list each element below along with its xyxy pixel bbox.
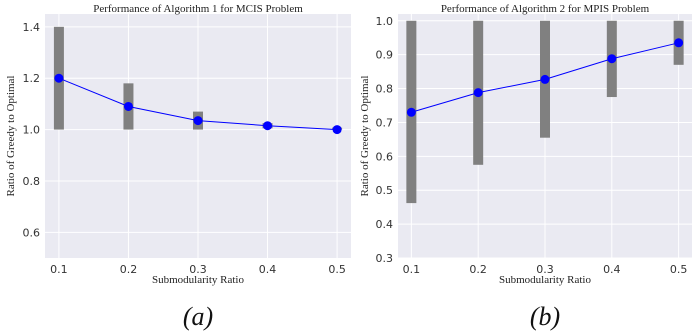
y-axis-label: Ratio of Greedy to Optimal	[5, 76, 17, 197]
ticks: 0.1 0.2 0.3 0.4 0.5 0.6 0.8 1.0 1.2 1.4	[23, 21, 346, 276]
y-tick-label: 0.4	[376, 218, 394, 231]
chart-title: Performance of Algorithm 2 for MPIS Prob…	[441, 3, 650, 15]
marks	[53, 26, 343, 135]
x-axis-label: Submodularity Ratio	[152, 274, 244, 286]
x-tick-label: 0.5	[670, 263, 688, 276]
y-tick-label: 1.4	[23, 21, 41, 34]
mean-point	[540, 74, 550, 84]
y-tick-label: 1.0	[23, 124, 41, 137]
x-tick-label: 0.5	[328, 263, 346, 276]
chart-b: 0.1 0.2 0.3 0.4 0.50.30.40.50.60.70.80.91.0 …	[359, 3, 692, 331]
mean-point	[193, 116, 203, 126]
x-tick-label: 0.4	[259, 263, 277, 276]
mean-point	[406, 107, 416, 117]
y-tick-label: 0.5	[376, 184, 394, 197]
y-tick-label: 0.7	[376, 116, 394, 129]
chart-a: 0.1 0.2 0.3 0.4 0.5 0.6 0.8 1.0 1.2 1.4 Performan…	[5, 3, 351, 331]
y-tick-label: 0.9	[376, 49, 394, 62]
panel-label: (a)	[183, 302, 213, 331]
grid	[45, 14, 351, 258]
mean-point	[473, 88, 483, 98]
y-tick-label: 0.6	[23, 226, 41, 239]
panel-label: (b)	[530, 302, 560, 331]
x-tick-label: 0.1	[50, 263, 68, 276]
y-axis-label: Ratio of Greedy to Optimal	[359, 76, 371, 197]
y-tick-label: 0.6	[376, 150, 394, 163]
y-tick-label: 0.8	[23, 175, 41, 188]
x-tick-label: 0.1	[403, 263, 421, 276]
mean-point	[123, 101, 133, 111]
y-tick-label: 0.8	[376, 83, 394, 96]
y-tick-label: 1.2	[23, 72, 41, 85]
y-tick-label: 1.0	[376, 15, 394, 28]
x-tick-label: 0.2	[120, 263, 138, 276]
mean-point	[263, 121, 273, 131]
x-axis-label: Submodularity Ratio	[499, 274, 591, 286]
x-tick-label: 0.4	[603, 263, 621, 276]
chart-title: Performance of Algorithm 1 for MCIS Prob…	[93, 3, 303, 15]
mean-point	[54, 73, 64, 83]
x-tick-label: 0.2	[469, 263, 487, 276]
mean-point	[607, 54, 617, 64]
y-tick-label: 0.3	[376, 252, 394, 265]
x-tick-label: 0.3	[189, 263, 207, 276]
ticks: 0.1 0.2 0.3 0.4 0.5 0.3 0.4 0.5 0.6 0.7 0.8 0.9 1.0	[376, 15, 688, 276]
x-tick-label: 0.3	[536, 263, 554, 276]
mean-point	[332, 125, 342, 135]
marks	[406, 20, 684, 204]
mean-point	[674, 38, 684, 48]
